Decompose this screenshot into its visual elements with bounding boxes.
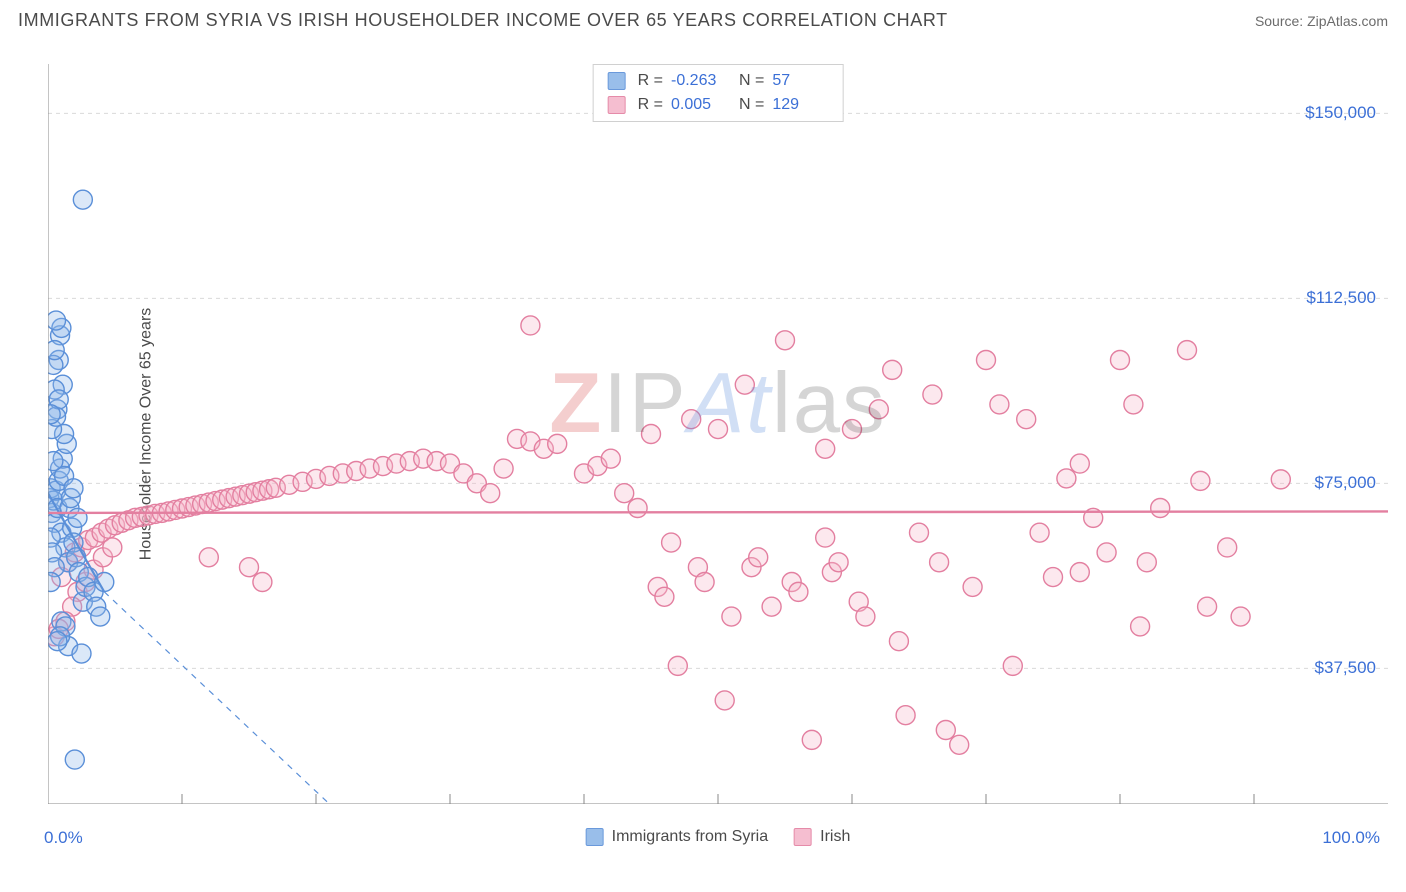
y-tick-label: $112,500 (1306, 288, 1376, 308)
page-title: IMMIGRANTS FROM SYRIA VS IRISH HOUSEHOLD… (18, 10, 948, 31)
n-label-0: N = (739, 69, 764, 93)
source-attribution: Source: ZipAtlas.com (1255, 13, 1388, 29)
legend-label-0: Immigrants from Syria (612, 828, 768, 846)
correlation-scatter-chart: Householder Income Over 65 years R = -0.… (48, 64, 1388, 804)
correlation-legend: R = -0.263 N = 57 R = 0.005 N = 129 (593, 64, 844, 122)
legend-swatch-bottom-1 (794, 828, 812, 846)
scatter-plot-svg (48, 64, 1388, 804)
r-value-0: -0.263 (671, 69, 727, 93)
y-tick-label: $75,000 (1315, 473, 1376, 493)
r-label-0: R = (638, 69, 663, 93)
legend-row-series-0: R = -0.263 N = 57 (608, 69, 829, 93)
r-value-1: 0.005 (671, 93, 727, 117)
series-legend: Immigrants from Syria Irish (586, 828, 851, 846)
n-label-1: N = (739, 93, 764, 117)
n-value-0: 57 (772, 69, 828, 93)
n-value-1: 129 (772, 93, 828, 117)
legend-swatch-0 (608, 72, 626, 90)
x-axis-min-label: 0.0% (44, 828, 83, 848)
legend-item-0: Immigrants from Syria (586, 828, 768, 846)
legend-row-series-1: R = 0.005 N = 129 (608, 93, 829, 117)
y-tick-label: $37,500 (1315, 658, 1376, 678)
legend-swatch-bottom-0 (586, 828, 604, 846)
legend-item-1: Irish (794, 828, 850, 846)
legend-swatch-1 (608, 96, 626, 114)
y-tick-label: $150,000 (1305, 103, 1376, 123)
r-label-1: R = (638, 93, 663, 117)
legend-label-1: Irish (820, 828, 850, 846)
x-axis-max-label: 100.0% (1322, 828, 1380, 848)
